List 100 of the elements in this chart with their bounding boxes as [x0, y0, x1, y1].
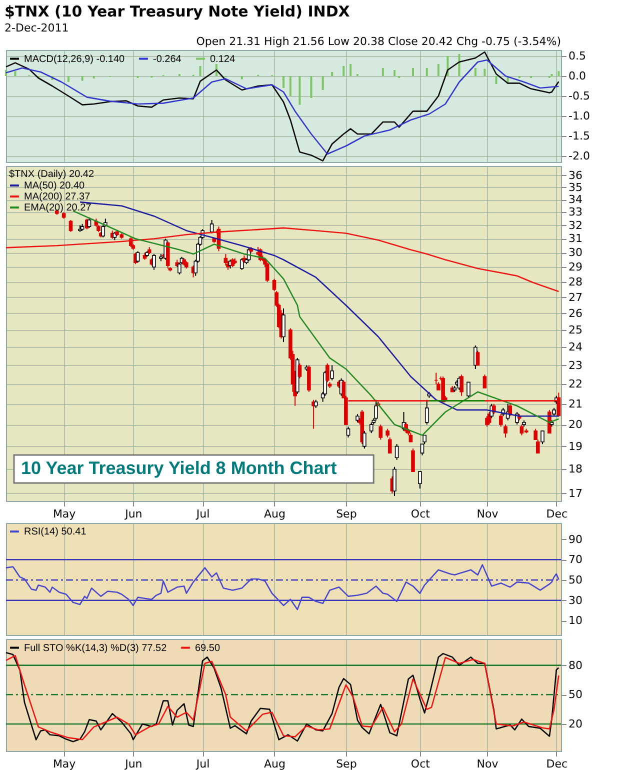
legend-label: MACD(12,26,9) -0.140: [24, 54, 126, 65]
legend-label: MA(200) 27.37: [24, 192, 91, 202]
candlestick: [210, 219, 214, 234]
candlestick: [346, 426, 350, 438]
bar: [322, 76, 324, 90]
bar: [426, 68, 428, 76]
bar: [474, 68, 476, 76]
bar: [240, 76, 243, 80]
bar: [412, 68, 414, 76]
x-tick-label: Jun: [124, 508, 142, 520]
legend-label: EMA(20) 20.27: [24, 202, 92, 214]
bar: [495, 76, 498, 84]
annotation: 10 Year Treasury Yield 8 Month Chart: [21, 458, 337, 478]
bar: [14, 71, 16, 76]
legend-title: $TNX (Daily) 20.42: [9, 169, 94, 180]
legend-label: 69.50: [195, 642, 220, 654]
x-tick-label: Aug: [264, 758, 286, 770]
candlestick: [265, 262, 270, 282]
x-tick-label: Dec: [546, 758, 568, 770]
y-tick-label: 25: [568, 323, 582, 336]
candlestick: [362, 430, 366, 450]
candlestick: [392, 466, 396, 496]
candlestick: [466, 382, 470, 398]
y-tick-label: 50: [568, 574, 582, 587]
x-tick-label: Aug: [264, 508, 286, 520]
bar: [199, 66, 202, 76]
y-tick-label: 19: [568, 440, 582, 453]
candlestick: [418, 471, 422, 489]
candlestick: [520, 424, 524, 436]
candlestick: [504, 424, 508, 438]
y-tick-label: 80: [568, 658, 582, 672]
candlestick: [476, 350, 480, 366]
y-tick-label: 20: [568, 418, 582, 432]
x-tick-label: Sep: [336, 758, 357, 770]
y-tick-label: 70: [568, 553, 582, 566]
bar: [67, 76, 70, 82]
y-tick-label: 50: [568, 688, 582, 702]
y-tick-label: 29: [568, 260, 582, 274]
x-tick-label: May: [52, 758, 76, 770]
candlestick: [482, 374, 487, 389]
x-tick-label: Dec: [546, 508, 568, 520]
bar: [437, 64, 440, 76]
legend-label: 0.124: [210, 54, 236, 65]
y-tick-label: 18: [568, 462, 582, 476]
y-tick-label: -1.0: [568, 110, 590, 122]
chart-title: $TNX (10 Year Treasury Note Yield) INDX: [4, 2, 350, 20]
bar: [350, 64, 352, 76]
y-tick-label: 20: [568, 718, 582, 731]
x-tick-label: Nov: [476, 758, 499, 770]
candlestick: [508, 403, 512, 417]
x-tick-label: Nov: [476, 508, 499, 520]
bar: [558, 71, 560, 76]
candlestick: [326, 362, 330, 383]
y-tick-label: 30: [568, 246, 582, 260]
x-tick-label: Jun: [124, 758, 142, 770]
candlestick: [330, 364, 334, 381]
candlestick: [369, 422, 374, 434]
y-tick-label: -0.5: [568, 90, 590, 102]
y-tick-label: 0.0: [568, 70, 586, 82]
bar: [382, 68, 384, 76]
y-tick-label: 0.5: [568, 50, 586, 62]
candlestick: [166, 240, 170, 269]
candlestick: [224, 254, 228, 266]
y-tick-label: 36: [568, 168, 582, 182]
y-tick-label: 33: [568, 206, 582, 219]
y-tick-label: 31: [568, 232, 582, 246]
y-tick-label: 22: [568, 378, 582, 391]
candlestick: [378, 424, 383, 440]
y-tick-label: 35: [568, 180, 582, 194]
candlestick: [68, 219, 73, 232]
legend-label: Full STO %K(14,3) %D(3) 77.52: [24, 642, 168, 654]
y-tick-label: 32: [568, 218, 582, 232]
candlestick: [136, 250, 140, 264]
y-tick-label: 34: [568, 193, 582, 206]
y-tick-label: 28: [568, 275, 582, 288]
y-tick-label: 27: [568, 290, 582, 304]
legend-label: RSI(14) 50.41: [24, 526, 87, 538]
y-tick-label: -1.5: [568, 130, 590, 142]
candlestick: [388, 436, 392, 454]
bar: [394, 70, 396, 76]
text: Open 21.31 High 21.56 Low 20.38 Close 20.42 Chg -0.75 (-3.54%): [196, 35, 561, 48]
bar: [310, 76, 312, 98]
y-tick-label: 10: [568, 614, 582, 628]
x-tick-label: Oct: [410, 508, 431, 520]
legend-label: MA(50) 20.40: [24, 180, 86, 192]
y-tick-label: 90: [568, 532, 582, 546]
y-tick-label: 24: [568, 340, 582, 354]
candlestick: [411, 448, 415, 472]
bar: [342, 66, 345, 76]
candlestick: [498, 414, 503, 428]
chart-subtitle: 2-Dec-2011: [4, 22, 69, 34]
x-tick-label: Jul: [195, 508, 210, 520]
bar: [289, 76, 292, 96]
candlestick: [394, 444, 399, 460]
y-tick-label: 17: [568, 486, 582, 500]
bar: [298, 76, 301, 105]
y-tick-label: -2.0: [568, 150, 590, 162]
bar: [282, 76, 284, 88]
line-series: [5, 564, 560, 610]
x-tick-label: Jul: [195, 758, 210, 770]
